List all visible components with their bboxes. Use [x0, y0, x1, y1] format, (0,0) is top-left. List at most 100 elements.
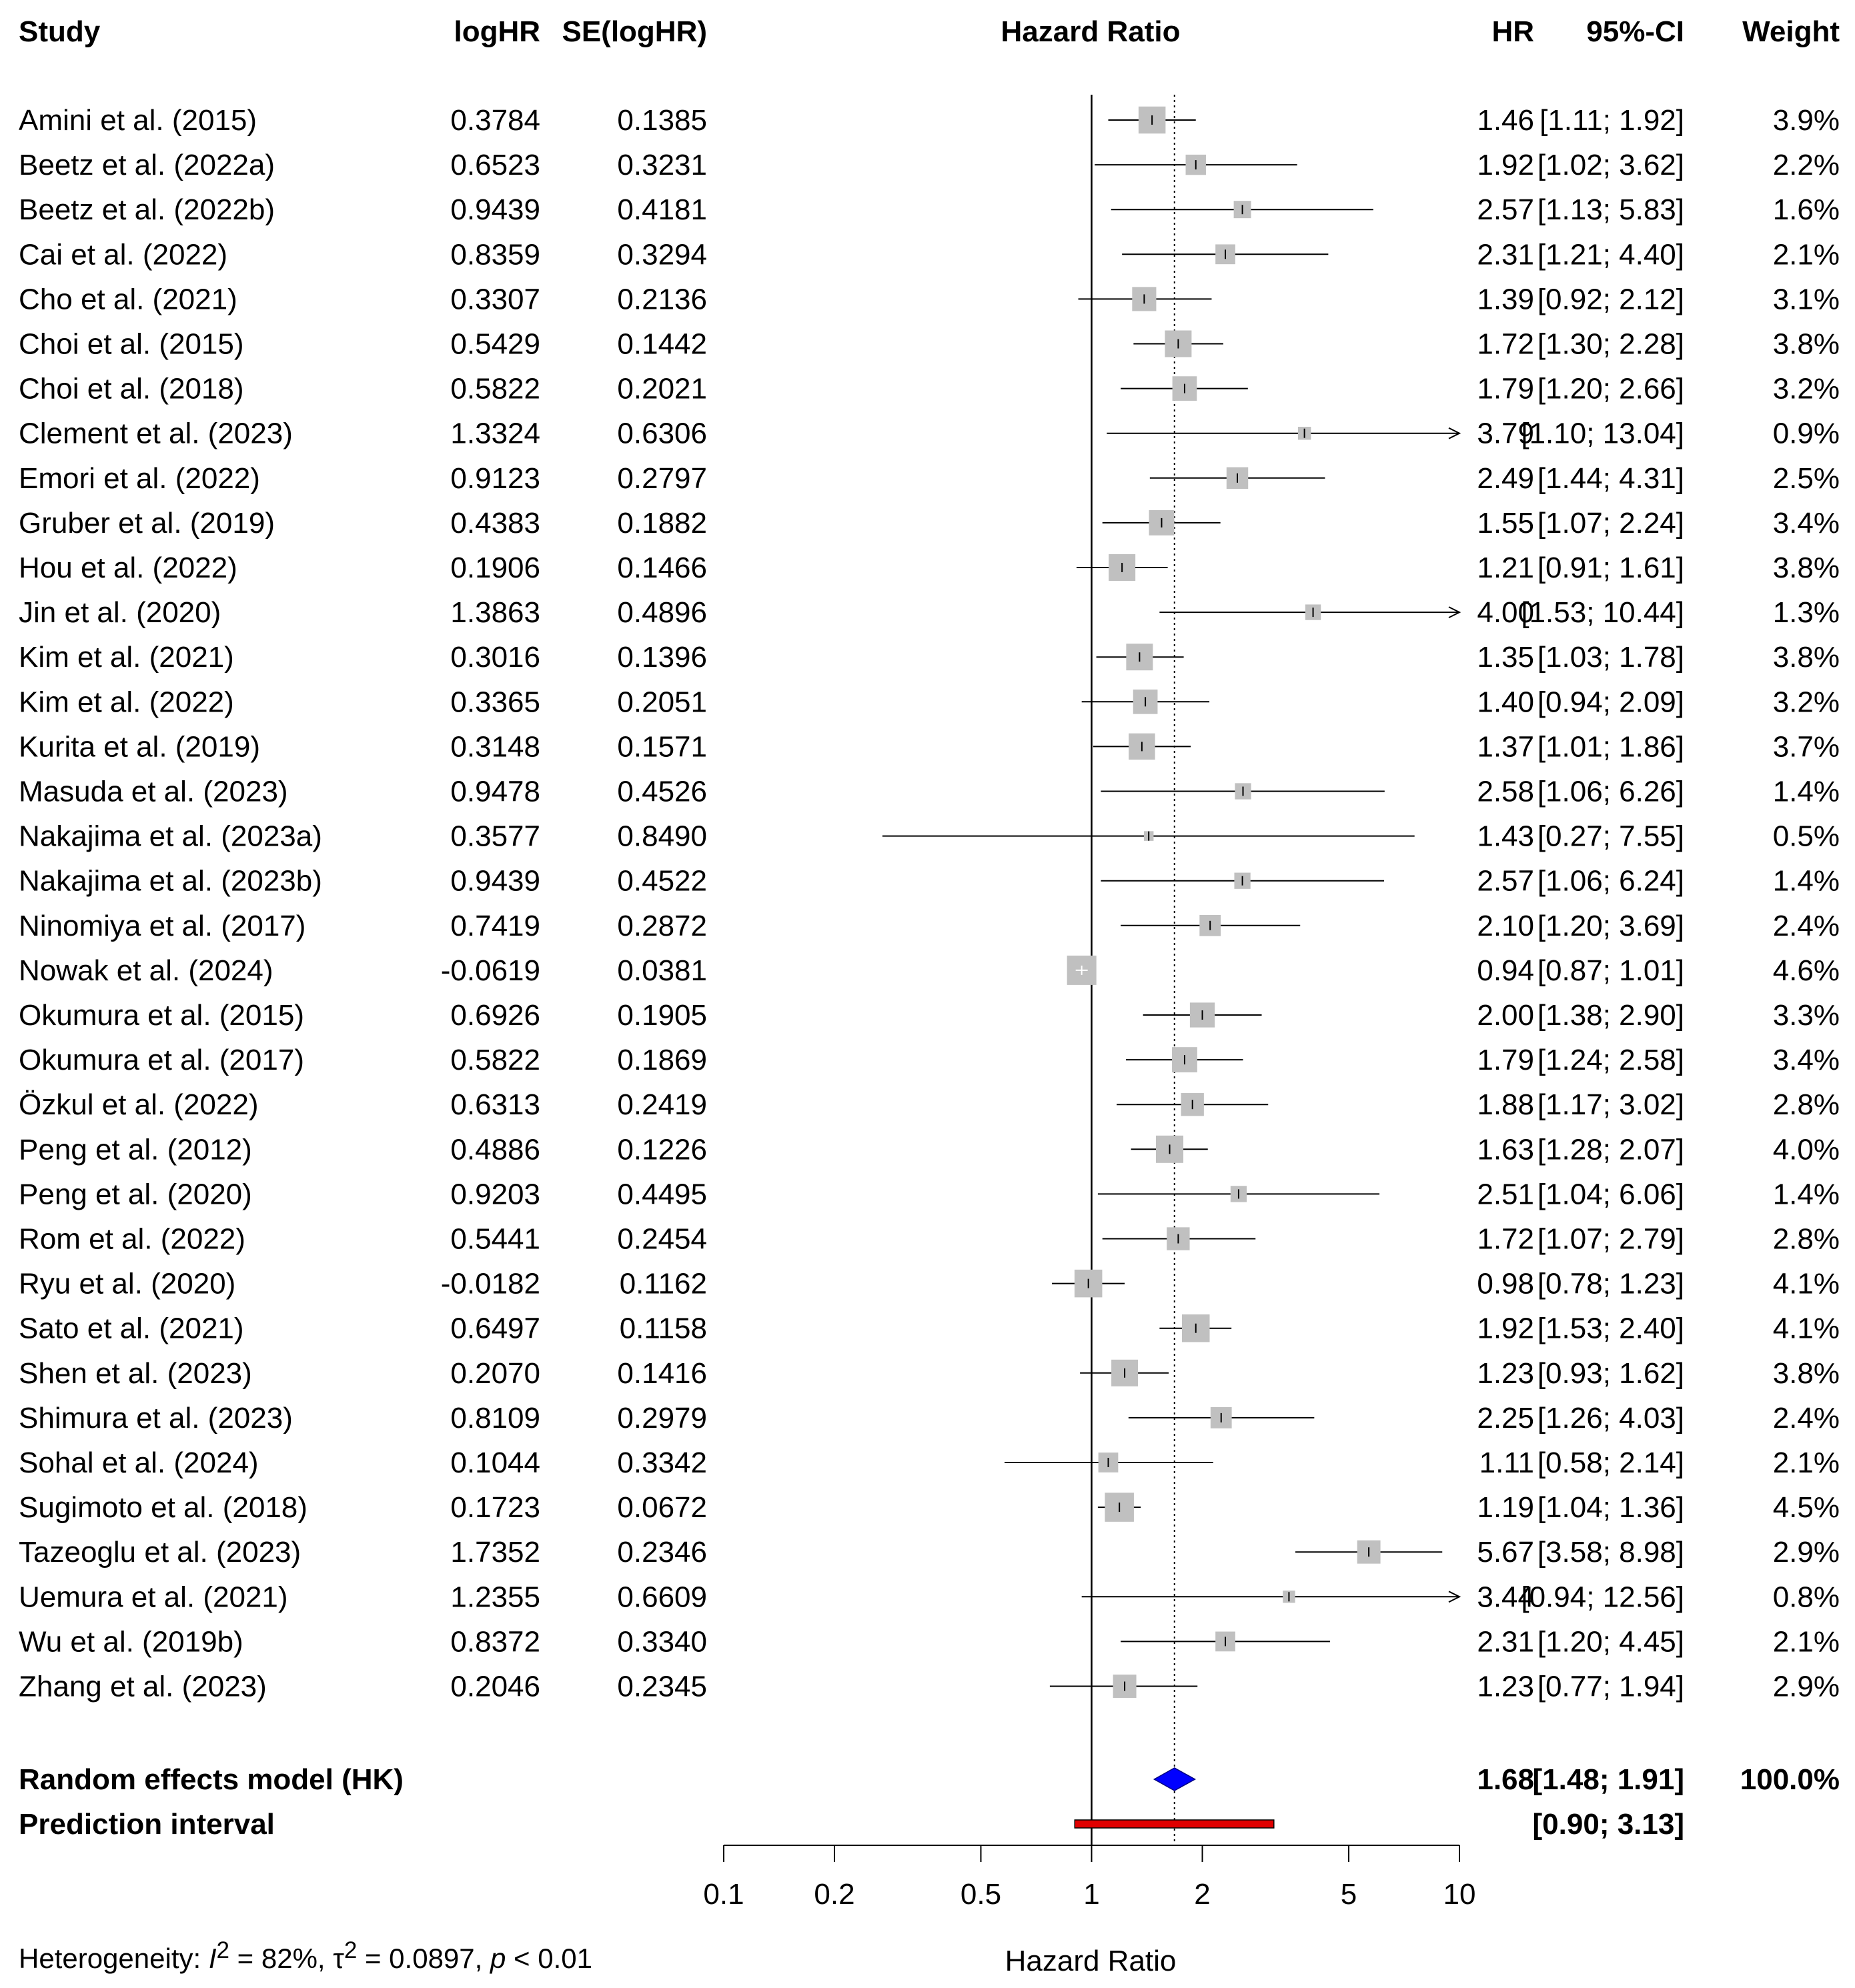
study-se: 0.8490 [617, 820, 707, 853]
study-name: Hou et al. (2022) [19, 552, 237, 584]
study-se: 0.6609 [617, 1581, 707, 1613]
study-loghr: 0.3577 [450, 820, 540, 853]
ci-arrow [1448, 427, 1461, 439]
study-weight: 1.3% [1773, 596, 1840, 629]
study-weight: 0.5% [1773, 820, 1840, 853]
study-hr: 1.88 [1477, 1088, 1534, 1121]
x-tick-label: 1 [1083, 1878, 1099, 1911]
study-hr: 1.55 [1477, 507, 1534, 540]
study-se: 0.4495 [617, 1178, 707, 1210]
study-ci: [1.07; 2.24] [1537, 507, 1684, 540]
study-se: 0.2419 [617, 1088, 707, 1121]
study-loghr: 0.9439 [450, 193, 540, 226]
study-se: 0.1158 [620, 1312, 707, 1345]
study-hr: 2.25 [1477, 1402, 1534, 1434]
study-loghr: 0.9478 [450, 776, 540, 808]
study-weight: 2.9% [1773, 1671, 1840, 1703]
study-weight: 2.1% [1773, 238, 1840, 271]
study-hr: 0.98 [1477, 1268, 1534, 1300]
study-weight: 2.1% [1773, 1625, 1840, 1658]
study-name: Peng et al. (2012) [19, 1133, 252, 1166]
study-loghr: 1.3324 [450, 417, 540, 450]
pooled-ci: [1.48; 1.91] [1533, 1763, 1684, 1796]
study-weight: 2.9% [1773, 1536, 1840, 1569]
study-name: Emori et al. (2022) [19, 462, 260, 495]
study-loghr: 1.3863 [450, 596, 540, 629]
study-se: 0.1571 [617, 730, 707, 763]
study-hr: 0.94 [1477, 954, 1534, 987]
study-name: Okumura et al. (2015) [19, 999, 304, 1032]
header-study: Study [19, 15, 101, 48]
study-ci: [1.26; 4.03] [1537, 1402, 1684, 1434]
study-hr: 2.58 [1477, 776, 1534, 808]
study-hr: 1.21 [1477, 552, 1534, 584]
study-se: 0.3231 [617, 149, 707, 181]
study-name: Cai et al. (2022) [19, 238, 227, 271]
study-loghr: 1.7352 [450, 1536, 540, 1569]
study-ci: [0.87; 1.01] [1537, 954, 1684, 987]
header-ci: 95%-CI [1586, 15, 1684, 48]
study-loghr: 0.5441 [450, 1223, 540, 1256]
study-se: 0.4181 [617, 193, 707, 226]
study-loghr: -0.0619 [441, 954, 540, 987]
study-se: 0.1396 [617, 641, 707, 674]
study-loghr: 0.1723 [450, 1491, 540, 1524]
study-hr: 1.19 [1477, 1491, 1534, 1524]
study-se: 0.1882 [617, 507, 707, 540]
study-name: Jin et al. (2020) [19, 596, 221, 629]
study-weight: 2.1% [1773, 1446, 1840, 1479]
study-weight: 3.8% [1773, 1357, 1840, 1390]
study-hr: 2.57 [1477, 193, 1534, 226]
study-hr: 1.23 [1477, 1671, 1534, 1703]
study-name: Nowak et al. (2024) [19, 954, 273, 987]
study-hr: 2.49 [1477, 462, 1534, 495]
study-name: Okumura et al. (2017) [19, 1044, 304, 1076]
x-tick-label: 5 [1341, 1878, 1357, 1911]
study-ci: [1.11; 1.92] [1539, 104, 1684, 137]
study-ci: [1.06; 6.24] [1537, 865, 1684, 898]
study-name: Sohal et al. (2024) [19, 1446, 259, 1479]
study-se: 0.2872 [617, 910, 707, 942]
study-loghr: 0.6926 [450, 999, 540, 1032]
study-loghr: 0.7419 [450, 910, 540, 942]
study-ci: [0.27; 7.55] [1537, 820, 1684, 853]
header-loghr: logHR [454, 15, 540, 48]
study-ci: [0.91; 1.61] [1537, 552, 1684, 584]
study-weight: 1.6% [1773, 193, 1840, 226]
study-loghr: 1.2355 [450, 1581, 540, 1613]
study-weight: 1.4% [1773, 865, 1840, 898]
study-ci: [1.04; 6.06] [1537, 1178, 1684, 1210]
study-loghr: 0.5822 [450, 373, 540, 405]
study-ci: [0.93; 1.62] [1537, 1357, 1684, 1390]
study-hr: 1.43 [1477, 820, 1534, 853]
study-se: 0.1869 [617, 1044, 707, 1076]
study-name: Amini et al. (2015) [19, 104, 257, 137]
study-se: 0.2979 [617, 1402, 707, 1434]
study-hr: 4.00 [1477, 596, 1534, 629]
study-weight: 4.1% [1773, 1312, 1840, 1345]
study-weight: 1.4% [1773, 776, 1840, 808]
study-name: Choi et al. (2015) [19, 328, 244, 361]
study-loghr: 0.2046 [450, 1671, 540, 1703]
study-weight: 3.7% [1773, 730, 1840, 763]
study-loghr: 0.4383 [450, 507, 540, 540]
study-name: Choi et al. (2018) [19, 373, 244, 405]
study-weight: 4.5% [1773, 1491, 1840, 1524]
study-name: Shen et al. (2023) [19, 1357, 252, 1390]
study-weight: 2.8% [1773, 1088, 1840, 1121]
study-ci: [3.58; 8.98] [1537, 1536, 1684, 1569]
study-ci: [1.06; 6.26] [1537, 776, 1684, 808]
study-ci: [1.17; 3.02] [1537, 1088, 1684, 1121]
study-weight: 3.4% [1773, 507, 1840, 540]
study-hr: 1.79 [1477, 373, 1534, 405]
study-hr: 3.79 [1477, 417, 1534, 450]
study-weight: 2.2% [1773, 149, 1840, 181]
study-loghr: 0.3016 [450, 641, 540, 674]
study-hr: 2.31 [1477, 1625, 1534, 1658]
study-hr: 1.11 [1479, 1446, 1534, 1479]
study-ci: [1.21; 4.40] [1537, 238, 1684, 271]
study-loghr: 0.4886 [450, 1133, 540, 1166]
study-name: Nakajima et al. (2023b) [19, 865, 322, 898]
study-name: Kim et al. (2021) [19, 641, 234, 674]
study-weight: 4.1% [1773, 1268, 1840, 1300]
